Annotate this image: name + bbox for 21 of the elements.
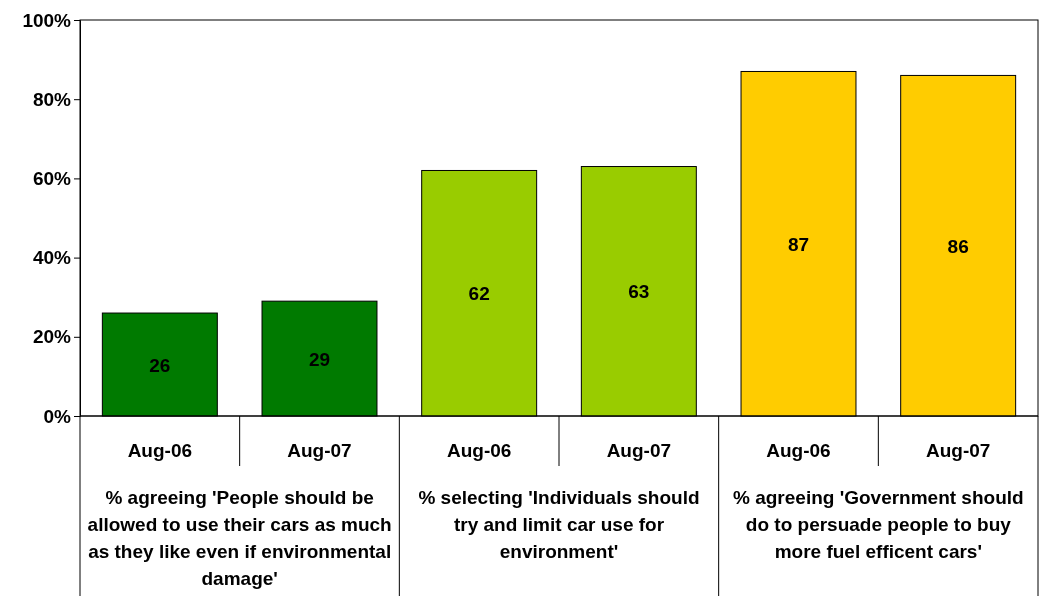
y-tick-label: 0% (43, 405, 72, 427)
x-tick-label: Aug-07 (925, 440, 991, 461)
data-label: 87 (787, 233, 810, 255)
data-label: 63 (628, 281, 650, 303)
x-tick-label: Aug-06 (766, 440, 831, 461)
y-tick-label: 60% (32, 167, 72, 189)
y-tick-label: 40% (32, 247, 72, 269)
x-tick-label: Aug-06 (127, 440, 193, 461)
y-tick-label: 100% (22, 9, 72, 31)
y-tick-label: 80% (32, 88, 72, 110)
text: % agreeing 'People should be allowed to use their cars as much as they like even if environmental damage' (87, 487, 392, 589)
data-label: 26 (149, 354, 171, 376)
data-label: 62 (468, 283, 490, 305)
text: % agreeing 'Government should do to persuade people to buy more fuel efficent cars' (733, 487, 1024, 562)
text: % selecting 'Individuals should try and limit car use for environment' (418, 487, 700, 562)
data-label: 86 (947, 235, 969, 257)
x-tick-label: Aug-07 (287, 440, 352, 461)
data-label: 29 (308, 348, 331, 370)
y-tick-label: 20% (32, 326, 72, 348)
x-tick-label: Aug-07 (606, 440, 672, 461)
x-tick-label: Aug-06 (446, 440, 512, 461)
